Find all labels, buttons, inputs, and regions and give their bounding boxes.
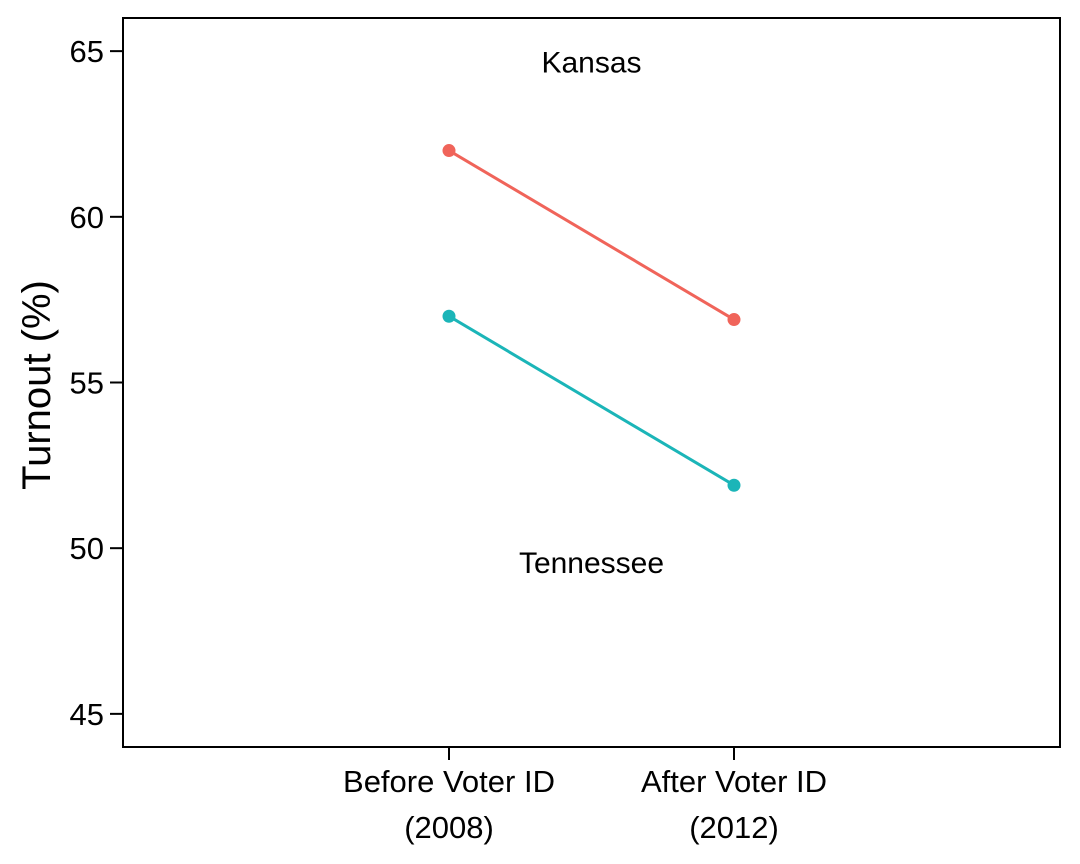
y-axis-label: Turnout (%) bbox=[15, 280, 59, 490]
y-tick-label: 50 bbox=[70, 531, 104, 566]
annotation-layer: Kansas Tennessee bbox=[519, 47, 664, 580]
data-point-kansas bbox=[442, 144, 456, 158]
y-axis: 45 50 55 60 65 bbox=[70, 34, 123, 732]
series-label-kansas: Kansas bbox=[541, 47, 641, 80]
data-point-tennessee bbox=[727, 478, 741, 492]
y-tick-label: 55 bbox=[70, 366, 104, 401]
y-tick-label: 65 bbox=[70, 34, 104, 69]
series-label-tennessee: Tennessee bbox=[519, 547, 664, 580]
series-line-tennessee bbox=[448, 314, 735, 487]
x-tick-label: Before Voter ID (2008) bbox=[343, 764, 555, 845]
series-layer bbox=[442, 144, 741, 492]
y-tick-label: 45 bbox=[70, 697, 104, 732]
data-point-kansas bbox=[727, 313, 741, 327]
x-tick-label: After Voter ID (2012) bbox=[641, 764, 827, 845]
data-point-tennessee bbox=[442, 309, 456, 323]
series-line-kansas bbox=[448, 149, 735, 321]
x-axis: Before Voter ID (2008) After Voter ID (2012… bbox=[343, 747, 827, 845]
plot-panel bbox=[122, 17, 1061, 748]
y-tick-label: 60 bbox=[70, 200, 104, 235]
